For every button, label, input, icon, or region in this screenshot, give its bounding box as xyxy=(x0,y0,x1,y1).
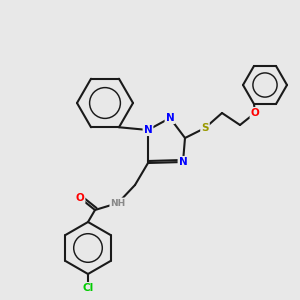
Text: Cl: Cl xyxy=(82,283,94,293)
Text: N: N xyxy=(178,157,188,167)
Text: N: N xyxy=(166,113,174,123)
Text: O: O xyxy=(250,108,260,118)
Text: NH: NH xyxy=(110,199,126,208)
Text: N: N xyxy=(144,125,152,135)
Text: S: S xyxy=(201,123,209,133)
Text: O: O xyxy=(76,193,84,203)
